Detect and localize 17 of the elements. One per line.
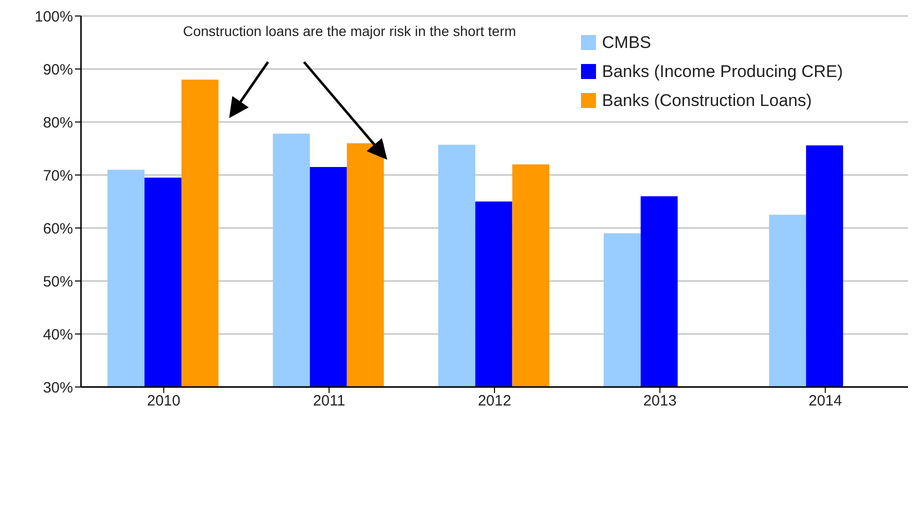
y-tick-label: 40%	[42, 326, 73, 344]
legend-label: Banks (Income Producing CRE)	[602, 62, 843, 82]
y-tick-label: 100%	[34, 8, 73, 26]
legend-label: CMBS	[602, 32, 652, 52]
x-tick-label: 2014	[808, 392, 842, 410]
y-tick-label: 90%	[42, 61, 73, 78]
x-tick-label: 2013	[643, 392, 677, 410]
x-tick-label: 2012	[478, 392, 512, 410]
y-tick-label: 80%	[42, 114, 73, 132]
x-tick-label: 2011	[312, 392, 346, 410]
y-tick-label: 60%	[42, 220, 73, 238]
y-tick-label: 50%	[42, 273, 73, 290]
y-tick-label: 70%	[42, 167, 73, 184]
legend-label: Banks (Construction Loans)	[602, 90, 812, 110]
annotation: Construction loans are the major risk in the short term	[183, 22, 518, 41]
x-tick-label: 2010	[147, 392, 180, 410]
y-tick-label: 30%	[42, 379, 73, 396]
